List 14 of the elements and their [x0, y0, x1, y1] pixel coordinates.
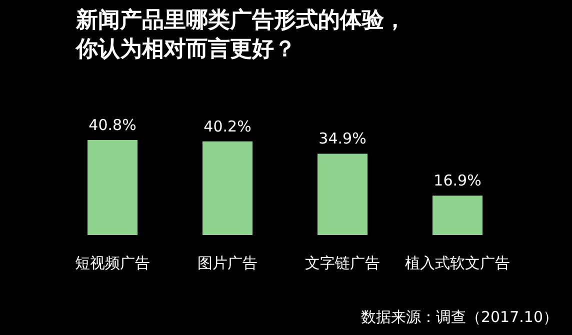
data-label: 16.9%	[434, 172, 482, 190]
x-tick-label: 植入式软文广告	[405, 254, 510, 272]
source-note: 数据来源：调查（2017.10）	[360, 308, 558, 327]
bar	[88, 140, 138, 235]
bar	[202, 141, 252, 235]
chart-title: 新闻产品里哪类广告形式的体验，你认为相对而言更好？	[76, 7, 407, 64]
bar	[318, 154, 368, 235]
data-label: 34.9%	[318, 130, 366, 148]
data-label: 40.8%	[88, 116, 136, 134]
bar	[432, 196, 482, 235]
x-tick-label: 文字链广告	[305, 254, 380, 272]
x-tick-label: 图片广告	[198, 254, 258, 272]
data-label: 40.2%	[204, 117, 252, 136]
x-tick-label: 短视频广告	[75, 254, 150, 272]
